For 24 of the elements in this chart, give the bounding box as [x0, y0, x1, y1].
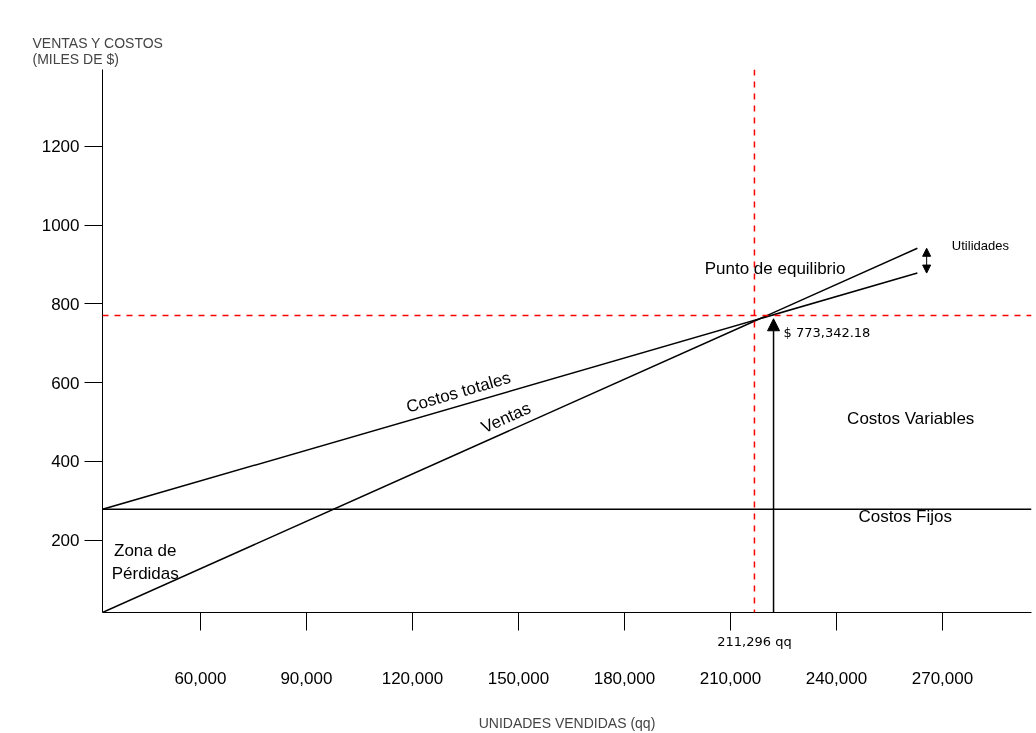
- x-tick-label: 60,000: [174, 668, 227, 688]
- y-tick-label: 200: [51, 531, 80, 551]
- x-tick-label: 180,000: [593, 668, 656, 688]
- ref-line-label: 211,296 qq: [717, 633, 792, 649]
- annotation: Utilidades: [951, 238, 1010, 254]
- annotation: Zona de Pérdidas: [111, 541, 179, 583]
- y-tick-label: 1000: [41, 216, 80, 236]
- annotation: Punto de equilibrio: [704, 259, 846, 279]
- x-axis-title: UNIDADES VENDIDAS (qq): [478, 714, 656, 731]
- y-tick-label: 800: [51, 294, 80, 314]
- x-tick-label: 150,000: [487, 668, 550, 688]
- annotation: $ 773,342.18: [783, 324, 871, 340]
- y-tick-label: 600: [51, 373, 80, 393]
- annotation: Costos Fijos: [858, 507, 952, 527]
- x-tick-label: 120,000: [381, 668, 444, 688]
- x-tick-label: 240,000: [805, 668, 868, 688]
- text: Ventas: [478, 398, 534, 438]
- x-tick-label: 90,000: [280, 668, 333, 688]
- x-tick-label: 270,000: [911, 668, 974, 688]
- x-tick-label: 210,000: [699, 668, 762, 688]
- y-tick-label: 400: [51, 452, 80, 472]
- y-tick-label: 1200: [41, 137, 80, 157]
- y-axis-title: VENTAS Y COSTOS (MILES DE $): [32, 34, 163, 67]
- annotation: Costos Variables: [847, 408, 975, 428]
